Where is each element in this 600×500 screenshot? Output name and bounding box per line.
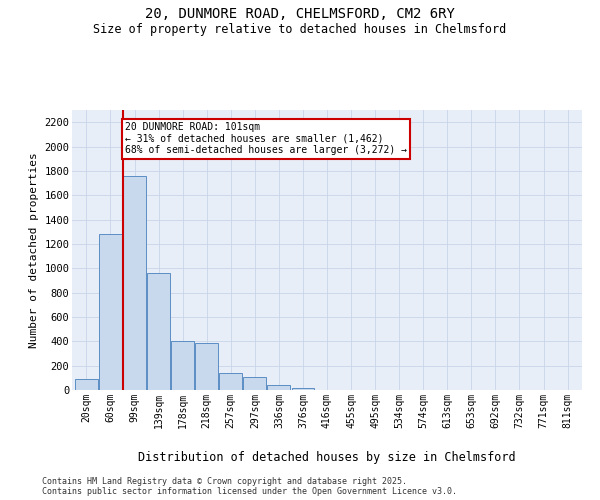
Bar — [195, 342, 218, 390]
Bar — [171, 342, 194, 390]
Bar — [244, 376, 266, 390]
Text: Contains HM Land Registry data © Crown copyright and database right 2025.: Contains HM Land Registry data © Crown c… — [42, 477, 407, 486]
Bar — [220, 373, 242, 390]
Text: 20, DUNMORE ROAD, CHELMSFORD, CM2 6RY: 20, DUNMORE ROAD, CHELMSFORD, CM2 6RY — [145, 8, 455, 22]
Bar — [147, 273, 170, 390]
Text: Distribution of detached houses by size in Chelmsford: Distribution of detached houses by size … — [138, 451, 516, 464]
Text: Size of property relative to detached houses in Chelmsford: Size of property relative to detached ho… — [94, 22, 506, 36]
Text: 20 DUNMORE ROAD: 101sqm
← 31% of detached houses are smaller (1,462)
68% of semi: 20 DUNMORE ROAD: 101sqm ← 31% of detache… — [125, 122, 407, 156]
Text: Contains public sector information licensed under the Open Government Licence v3: Contains public sector information licen… — [42, 487, 457, 496]
Bar — [99, 234, 122, 390]
Bar — [292, 388, 314, 390]
Bar — [268, 384, 290, 390]
Bar — [75, 379, 98, 390]
Y-axis label: Number of detached properties: Number of detached properties — [29, 152, 38, 348]
Bar — [123, 176, 146, 390]
